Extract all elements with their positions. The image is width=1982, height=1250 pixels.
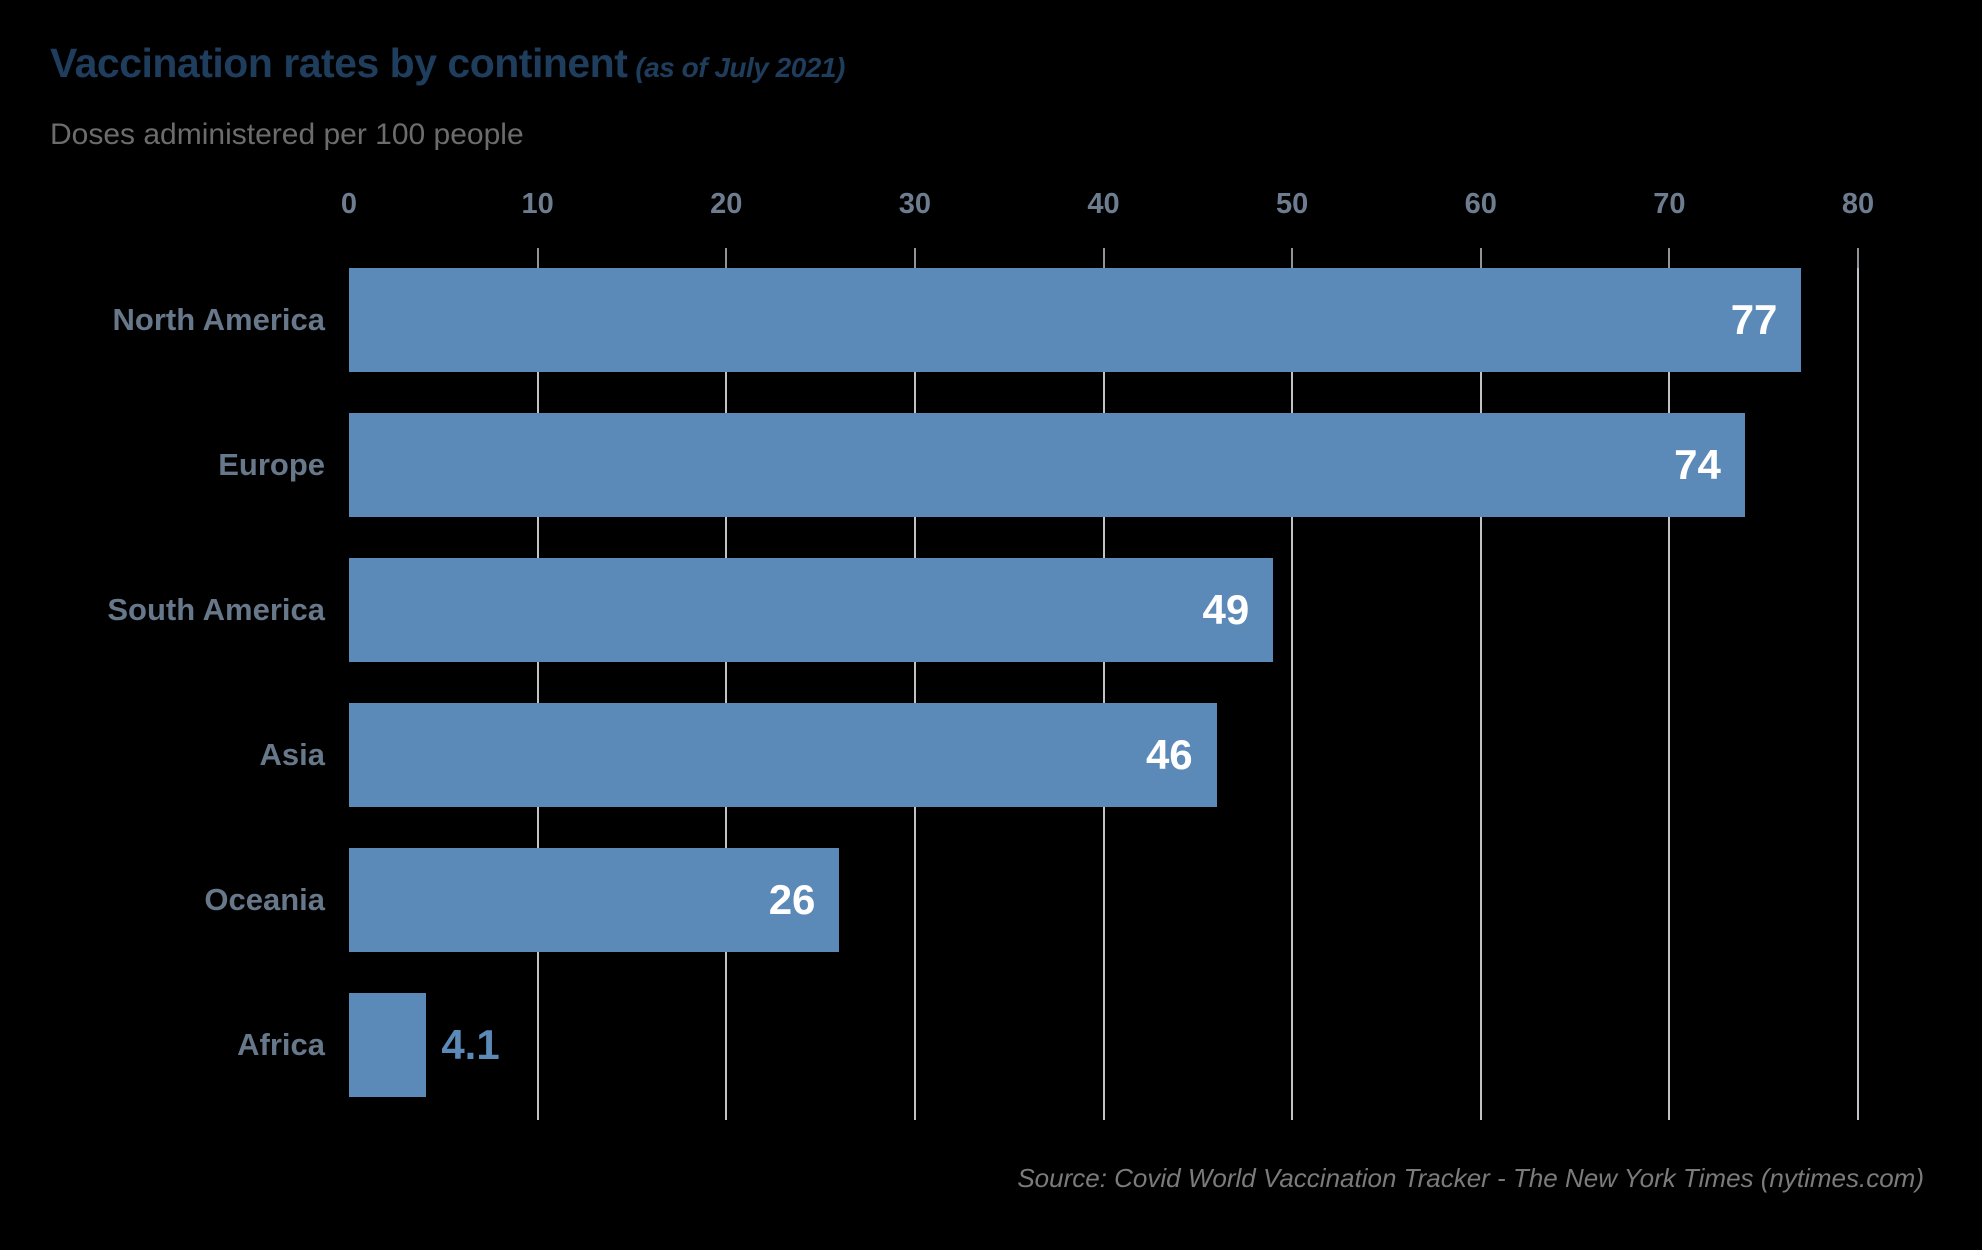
bar-value-label: 74: [1674, 441, 1721, 488]
x-tick-label: 0: [340, 188, 358, 220]
bar-value-label: 46: [1145, 731, 1193, 778]
x-tick-label: 30: [898, 188, 932, 220]
bar-value-label: 49: [1202, 586, 1250, 633]
x-tick-mark: [1668, 248, 1671, 268]
x-tick-mark: [1102, 248, 1105, 268]
category-label: North America: [112, 302, 325, 337]
x-tick-label: 40: [1087, 188, 1120, 220]
category-label: Africa: [237, 1027, 325, 1062]
bar-value-label: 77: [1730, 296, 1778, 343]
bar: 26: [349, 848, 840, 952]
x-tick-mark: [1857, 248, 1859, 268]
source-attribution: Source: Covid World Vaccination Tracker …: [1017, 1163, 1924, 1193]
x-tick-mark: [536, 248, 539, 268]
x-tick-mark: [725, 248, 728, 268]
x-tick-label: 50: [1275, 188, 1309, 220]
gridline: [913, 268, 916, 1120]
chart-title-text: Vaccination rates by continent: [50, 40, 628, 86]
gridline: [1479, 268, 1482, 1120]
gridline: [1668, 268, 1671, 1120]
bar: 77: [349, 268, 1802, 372]
x-tick-label: 20: [710, 188, 743, 220]
category-label: South America: [107, 592, 325, 627]
category-label: Asia: [259, 737, 325, 772]
gridline: [725, 268, 728, 1120]
x-tick-mark: [1479, 248, 1482, 268]
gridline: [1102, 268, 1105, 1120]
bar: 4.1: [349, 993, 500, 1097]
gridline: [1291, 268, 1294, 1120]
x-tick-label: 80: [1841, 188, 1875, 220]
gridline: [536, 268, 539, 1120]
x-tick-label: 60: [1464, 188, 1497, 220]
chart-title-date-suffix: (as of July 2021): [635, 52, 845, 83]
category-label: Oceania: [204, 882, 325, 917]
x-tick-mark: [913, 248, 916, 268]
chart-title: Vaccination rates by continent (as of Jul…: [50, 40, 845, 87]
category-label: Europe: [218, 447, 325, 482]
bar: 74: [349, 413, 1745, 517]
x-tick-mark: [1291, 248, 1294, 268]
bar-value-label: 26: [768, 876, 816, 923]
bar-value-label: 4.1: [441, 1021, 500, 1068]
x-tick-label: 10: [521, 188, 554, 220]
x-tick-label: 70: [1653, 188, 1686, 220]
bar: 46: [349, 703, 1217, 807]
gridline: [1857, 268, 1859, 1120]
chart-subtitle: Doses administered per 100 people: [50, 118, 524, 151]
bar: 49: [349, 558, 1274, 662]
